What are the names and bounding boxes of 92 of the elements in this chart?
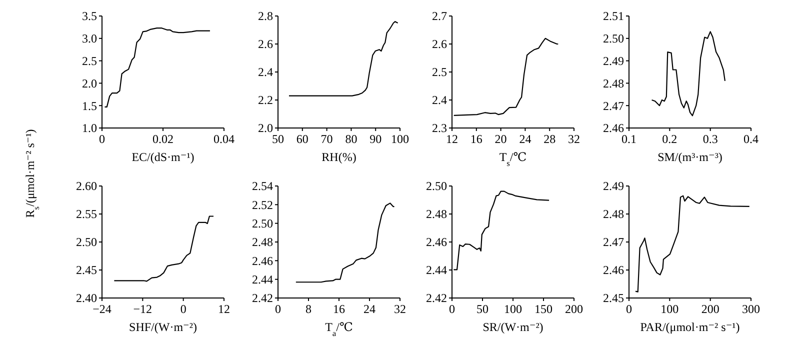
y-tick-label: 2.8 <box>258 9 273 24</box>
y-tick-label: 2.4 <box>432 93 447 108</box>
x-tick-label: 20 <box>494 132 507 146</box>
y-tick-label: 1.0 <box>82 121 97 136</box>
x-tick-label: 16 <box>470 132 482 146</box>
line-series <box>295 202 395 283</box>
x-tick-label: 100 <box>504 302 522 316</box>
x-tick-label: 28 <box>544 132 556 146</box>
y-tick-label: 2.51 <box>603 9 624 24</box>
x-tick-label: 100 <box>391 132 409 146</box>
x-axis-title: EC/(dS·m⁻¹) <box>132 150 194 164</box>
y-tick-label: 2.50 <box>252 216 273 231</box>
y-tick-label: 2.45 <box>76 263 97 278</box>
x-tick-label: 200 <box>565 302 583 316</box>
y-tick-label: 2.44 <box>426 263 447 278</box>
x-tick-label: 12 <box>446 132 458 146</box>
y-tick-label: 2.55 <box>76 207 97 222</box>
x-axis-title: T$_{a}$/℃ <box>325 320 353 338</box>
x-tick-label: 0 <box>626 302 632 316</box>
x-tick-label: 32 <box>568 132 580 146</box>
line-series <box>288 21 398 96</box>
line-series <box>114 216 214 282</box>
y-tick-label: 2.49 <box>603 54 624 68</box>
y-tick-label: 3.0 <box>82 32 97 46</box>
y-tick-label: 2.4 <box>258 65 273 80</box>
x-tick-label: 100 <box>660 302 679 316</box>
y-tick-label: 2.50 <box>76 235 97 250</box>
y-tick-label: 2.5 <box>82 54 97 68</box>
y-tick-label: 2.48 <box>603 76 624 90</box>
y-tick-label: 2.54 <box>252 179 273 194</box>
y-tick-label: 2.42 <box>426 291 447 306</box>
y-tick-label: 2.50 <box>426 179 447 194</box>
y-tick-label: 2.52 <box>252 198 273 212</box>
line-series <box>634 195 750 292</box>
x-tick-label: 0 <box>180 302 186 316</box>
y-tick-label: 2.7 <box>432 9 447 24</box>
x-tick-label: 0.02 <box>152 132 174 146</box>
x-tick-label: 24 <box>519 132 532 146</box>
x-tick-label: 0.3 <box>702 132 718 146</box>
y-tick-label: 2.50 <box>603 32 624 46</box>
x-tick-label: 0.1 <box>622 132 636 146</box>
y-tick-label: 2.0 <box>82 76 97 90</box>
x-axis-title: SM/(m³·m⁻³) <box>658 150 722 164</box>
x-tick-label: 0.4 <box>744 132 758 146</box>
x-tick-label: 60 <box>296 132 308 146</box>
y-tick-label: 2.45 <box>603 291 624 306</box>
y-tick-label: 2.48 <box>426 207 447 222</box>
y-tick-label: 2.6 <box>432 37 447 52</box>
x-tick-label: −12 <box>133 302 152 316</box>
x-tick-label: 0 <box>449 302 455 316</box>
x-tick-label: 0.04 <box>214 132 234 146</box>
y-tick-label: 1.5 <box>82 98 97 113</box>
y-tick-label: 2.44 <box>252 272 273 287</box>
x-tick-label: 8 <box>306 302 312 316</box>
x-tick-label: 0 <box>275 302 281 316</box>
y-tick-label: 2.47 <box>603 235 624 250</box>
x-axis-title: PAR/(μmol·m⁻² s⁻¹) <box>640 320 740 334</box>
y-tick-label: 2.48 <box>252 235 273 250</box>
y-tick-label: 2.46 <box>603 263 624 278</box>
y-tick-label: 2.47 <box>603 98 624 113</box>
y-tick-label: 2.60 <box>76 179 97 194</box>
x-tick-label: 12 <box>218 302 230 316</box>
x-axis-title: RH(%) <box>322 150 356 164</box>
y-tick-label: 2.46 <box>426 235 447 250</box>
y-tick-label: 2.46 <box>252 254 273 268</box>
x-axis-title: SHF/(W·m⁻²) <box>129 320 197 334</box>
x-tick-label: 0 <box>99 132 105 146</box>
y-tick-label: 3.5 <box>82 9 97 24</box>
y-tick-label: 2.2 <box>258 93 273 108</box>
x-tick-label: 16 <box>333 302 345 316</box>
x-tick-label: 70 <box>320 132 333 146</box>
x-tick-label: 200 <box>701 302 720 316</box>
y-tick-label: 2.42 <box>252 291 273 306</box>
x-tick-label: 0.2 <box>662 132 678 146</box>
x-tick-label: 24 <box>364 302 376 316</box>
x-tick-label: 90 <box>370 132 382 146</box>
y-tick-label: 2.46 <box>603 121 624 136</box>
x-axis-title: SR/(W·m⁻²) <box>482 320 544 334</box>
x-axis-title: T$_{s}$/℃ <box>499 150 527 168</box>
x-tick-label: 50 <box>476 302 488 316</box>
x-tick-label: 300 <box>742 302 760 316</box>
y-tick-label: 2.6 <box>258 37 273 52</box>
x-tick-label: 32 <box>394 302 406 316</box>
y-tick-label: 2.3 <box>432 121 447 136</box>
y-tick-label: 2.0 <box>258 121 273 136</box>
x-tick-label: 150 <box>534 302 552 316</box>
y-tick-label: 2.49 <box>603 179 624 194</box>
y-tick-label: 2.5 <box>432 65 447 80</box>
y-tick-label: 2.48 <box>603 207 624 222</box>
x-tick-label: 50 <box>272 132 284 146</box>
line-series <box>651 31 726 116</box>
x-tick-label: 80 <box>345 132 358 146</box>
